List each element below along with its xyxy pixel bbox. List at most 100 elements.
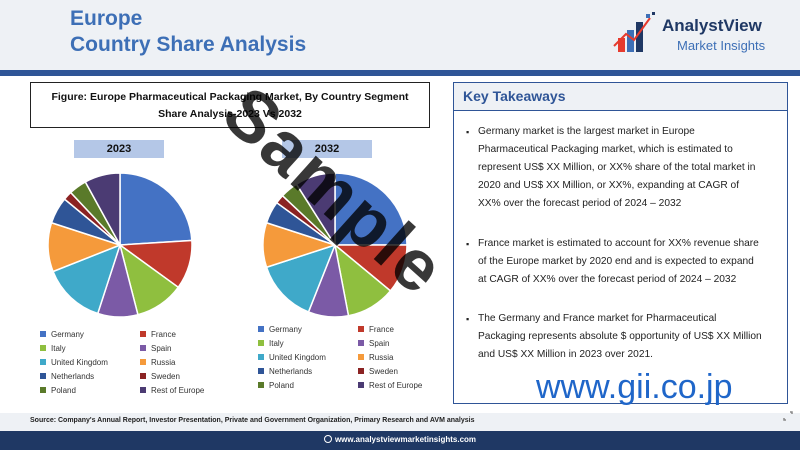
legend-label: Russia xyxy=(369,353,394,362)
takeaway-3-line-2: Packaging represents absolute $ opportun… xyxy=(478,331,762,342)
legend-swatch xyxy=(140,331,146,337)
footer-link-wrap: www.analystviewmarketinsights.com xyxy=(0,435,800,444)
legend-label: Rest of Europe xyxy=(369,381,423,390)
takeaway-bullet-1: Germany market is the largest market in … xyxy=(466,123,776,213)
legend-label: Poland xyxy=(51,386,76,395)
logo-name: AnalystView xyxy=(662,16,762,35)
watermark-url: www.gii.co.jp xyxy=(536,368,733,406)
legend-label: Poland xyxy=(269,381,294,390)
page-title-line2: Country Share Analysis xyxy=(70,33,307,56)
legend-label: Germany xyxy=(269,325,302,334)
legend-swatch xyxy=(258,382,264,388)
legend-2032: Germany France Italy Spain United Kingdom Rus… xyxy=(258,325,458,397)
source-text: Source: Company's Annual Report, Investo… xyxy=(30,417,475,424)
legend-label: Italy xyxy=(51,344,66,353)
header: Europe Country Share Analysis AnalystVie… xyxy=(0,0,800,70)
legend-swatch xyxy=(140,345,146,351)
key-takeaways-header: Key Takeaways xyxy=(454,83,787,111)
legend-label: Netherlands xyxy=(51,372,95,381)
pie-chart-2032 xyxy=(262,172,408,318)
legend-label: Italy xyxy=(269,339,284,348)
legend-item-netherlands: Netherlands xyxy=(258,367,312,377)
legend-swatch xyxy=(140,359,146,365)
legend-label: Rest of Europe xyxy=(151,386,205,395)
legend-swatch xyxy=(258,368,264,374)
legend-item-germany: Germany xyxy=(40,330,84,340)
takeaway-2-line-3: at CAGR of XX% over the forecast period … xyxy=(478,274,737,285)
pie-slice-rest-of-europe xyxy=(84,172,121,246)
legend-item-netherlands: Netherlands xyxy=(40,372,94,382)
legend-item-poland: Poland xyxy=(40,386,76,396)
source-bar: Source: Company's Annual Report, Investo… xyxy=(0,413,800,431)
takeaway-1-line-2: Pharmaceutical Packaging market, which i… xyxy=(478,144,733,155)
legend-label: France xyxy=(151,330,176,339)
legend-label: France xyxy=(369,325,394,334)
takeaway-1-line-5: XX% over the forecast period of 2024 – 2… xyxy=(478,198,682,209)
legend-swatch xyxy=(258,354,264,360)
page-title: Europe Country Share Analysis xyxy=(70,6,306,58)
legend-item-russia: Russia xyxy=(140,358,175,368)
legend-item-italy: Italy xyxy=(258,339,284,349)
legend-2023: Germany France Italy Spain United Kingdom Rus… xyxy=(40,330,240,402)
legend-swatch xyxy=(140,387,146,393)
chart-2032-title: 2032 xyxy=(282,140,372,158)
legend-swatch xyxy=(140,373,146,379)
legend-label: Spain xyxy=(151,344,172,353)
legend-swatch xyxy=(258,326,264,332)
legend-item-russia: Russia xyxy=(358,353,393,363)
figure-title-box: Figure: Europe Pharmaceutical Packaging … xyxy=(30,82,430,128)
pie-chart-2023 xyxy=(47,172,193,318)
logo-tagline: Market Insights xyxy=(677,38,766,53)
legend-item-united-kingdom: United Kingdom xyxy=(258,353,326,363)
figure-title: Figure: Europe Pharmaceutical Packaging … xyxy=(31,89,429,123)
legend-label: Sweden xyxy=(369,367,398,376)
takeaway-bullet-3: The Germany and France market for Pharma… xyxy=(466,310,776,364)
legend-item-france: France xyxy=(358,325,394,335)
takeaway-1-line-3: represent US$ XX Million, or XX% share o… xyxy=(478,162,756,173)
legend-swatch xyxy=(40,387,46,393)
legend-item-rest-of-europe: Rest of Europe xyxy=(140,386,204,396)
takeaway-3-line-1: The Germany and France market for Pharma… xyxy=(478,313,717,324)
header-divider xyxy=(0,70,800,76)
key-takeaways-panel: Key Takeaways Germany market is the larg… xyxy=(453,82,788,404)
legend-item-spain: Spain xyxy=(358,339,389,349)
takeaway-1-line-1: Germany market is the largest market in … xyxy=(478,126,695,137)
expand-corner-icon xyxy=(783,411,793,421)
legend-item-rest-of-europe: Rest of Europe xyxy=(358,381,422,391)
footer-website-link[interactable]: www.analystviewmarketinsights.com xyxy=(334,435,477,444)
legend-item-spain: Spain xyxy=(140,344,171,354)
legend-swatch xyxy=(40,345,46,351)
legend-item-france: France xyxy=(140,330,176,340)
legend-label: Sweden xyxy=(151,372,180,381)
figure-title-line2: Share Analysis-2023 Vs 2032 xyxy=(158,108,302,120)
legend-swatch xyxy=(358,368,364,374)
takeaway-2-line-2: of the Europe market by 2020 end and is … xyxy=(478,256,754,267)
legend-item-poland: Poland xyxy=(258,381,294,391)
legend-label: United Kingdom xyxy=(269,353,326,362)
legend-swatch xyxy=(40,359,46,365)
legend-item-italy: Italy xyxy=(40,344,66,354)
pie-slice-rest-of-europe xyxy=(295,172,336,248)
legend-label: United Kingdom xyxy=(51,358,108,367)
legend-item-sweden: Sweden xyxy=(140,372,180,382)
footer: www.analystviewmarketinsights.com xyxy=(0,431,800,450)
takeaway-1-line-4: 2020 and US$ XX Million, or XX%, expandi… xyxy=(478,180,740,191)
takeaway-2-line-1: France market is estimated to account fo… xyxy=(478,238,759,249)
legend-item-sweden: Sweden xyxy=(358,367,398,377)
legend-swatch xyxy=(358,326,364,332)
legend-swatch xyxy=(40,373,46,379)
figure-title-line1: Figure: Europe Pharmaceutical Packaging … xyxy=(51,91,409,103)
key-takeaways-title: Key Takeaways xyxy=(463,88,566,104)
legend-item-germany: Germany xyxy=(258,325,302,335)
chart-2023-title: 2023 xyxy=(74,140,164,158)
pie-slice-united-kingdom xyxy=(52,243,122,315)
page-title-line1: Europe xyxy=(70,7,143,30)
legend-label: Germany xyxy=(51,330,84,339)
globe-icon xyxy=(323,435,332,443)
pie-slice-germany xyxy=(119,172,193,246)
pie-slice-germany xyxy=(334,172,408,246)
analystview-logo-icon xyxy=(613,12,655,52)
takeaway-3-line-3: and US$ XX Million in 2023 over 2021. xyxy=(478,349,653,360)
legend-label: Spain xyxy=(369,339,390,348)
legend-label: Russia xyxy=(151,358,176,367)
